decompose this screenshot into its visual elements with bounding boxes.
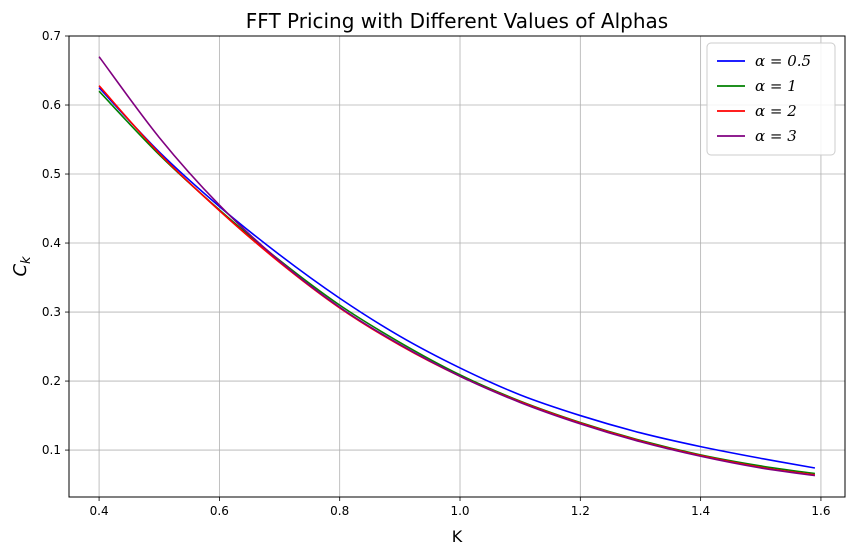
x-tick-label: 0.6 — [210, 504, 229, 518]
x-tick-label: 0.8 — [330, 504, 349, 518]
plot-frame — [68, 35, 846, 498]
ticks: 0.4 0.6 0.8 1.0 1.2 1.4 1.6 0.1 0.2 0.3 0.4 0.5 0.6 0… — [42, 29, 831, 518]
x-tick-label: 1.4 — [691, 504, 710, 518]
y-tick-label: 0.5 — [42, 167, 61, 181]
y-axis-label: Ck — [10, 256, 34, 277]
y-tick-label: 0.2 — [42, 374, 61, 388]
series-lines — [98, 56, 816, 477]
y-tick-label: 0.3 — [42, 305, 61, 319]
x-tick-label: 1.6 — [811, 504, 830, 518]
series-line — [98, 87, 816, 469]
x-tick-label: 1.0 — [450, 504, 469, 518]
x-tick-label: 1.2 — [571, 504, 590, 518]
legend: α = 0.5 α = 1 α = 2 α = 3 — [706, 42, 836, 156]
y-tick-label: 0.7 — [42, 29, 61, 43]
x-axis-label: K — [452, 527, 463, 546]
legend-box — [706, 42, 836, 156]
legend-entry: α = 3 — [755, 127, 797, 145]
series-line — [98, 56, 816, 477]
y-tick-label: 0.4 — [42, 236, 61, 250]
y-tick-label: 0.1 — [42, 443, 61, 457]
x-tick-label: 0.4 — [90, 504, 109, 518]
chart-title: FFT Pricing with Different Values of Alp… — [246, 9, 668, 33]
legend-entry: α = 1 — [755, 77, 797, 95]
legend-entry: α = 0.5 — [755, 52, 811, 70]
y-tick-label: 0.6 — [42, 98, 61, 112]
legend-entry: α = 2 — [755, 102, 797, 120]
